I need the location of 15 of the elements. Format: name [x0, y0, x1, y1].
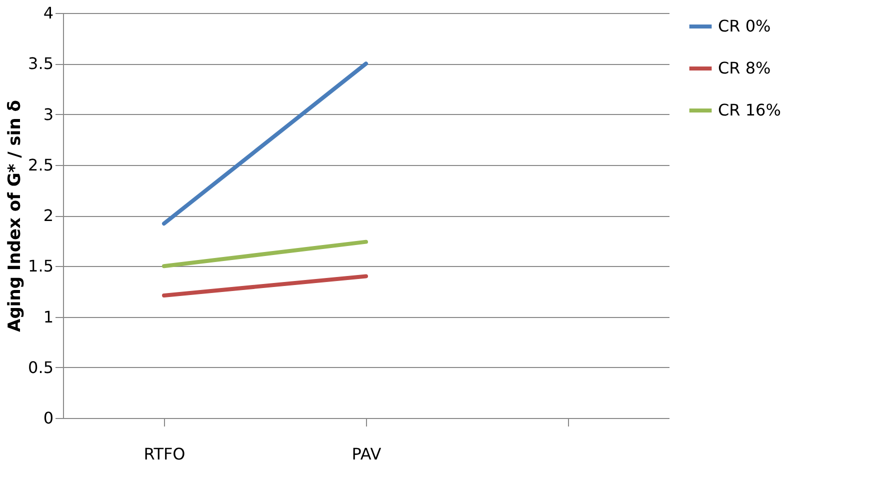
y-tick-label: 3.5: [28, 54, 54, 74]
y-tick-label: 0: [43, 408, 54, 428]
legend-label: CR 8%: [718, 58, 771, 78]
y-tick-label: 2: [43, 206, 54, 225]
y-tick-label: 2.5: [28, 155, 54, 174]
y-tick-label: 1.5: [28, 256, 54, 276]
x-tick-label: RTFO: [144, 444, 186, 464]
y-tick-label: 0.5: [28, 358, 54, 377]
y-tick-label: 1: [43, 307, 54, 326]
legend-label: CR 0%: [718, 16, 771, 36]
legend-label: CR 16%: [718, 100, 781, 120]
y-tick-label: 3: [43, 104, 54, 124]
x-tick-label: PAV: [352, 444, 382, 464]
y-tick-label: 4: [43, 4, 54, 22]
y-axis-title: Aging Index of G* / sin δ: [5, 100, 26, 332]
